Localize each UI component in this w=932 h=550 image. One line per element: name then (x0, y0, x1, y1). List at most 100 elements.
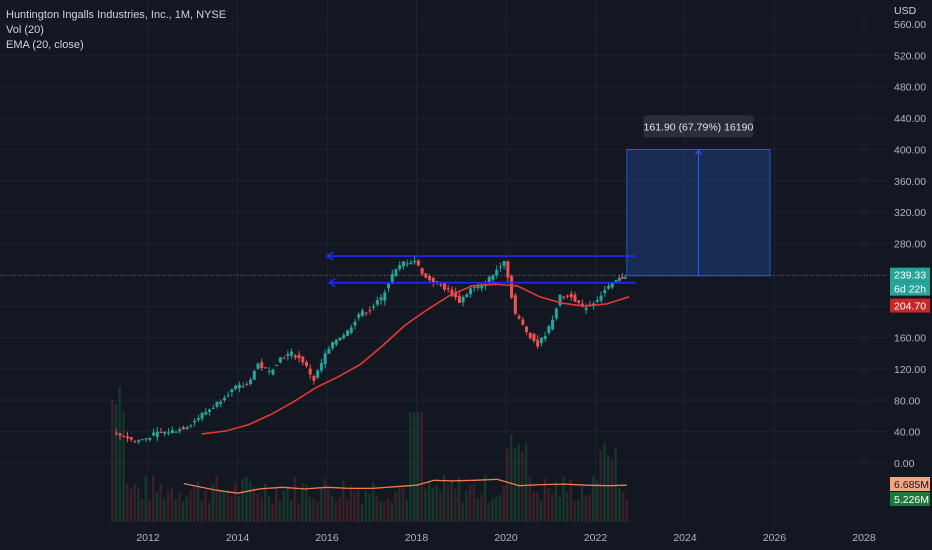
volume-bar (461, 502, 464, 522)
y-tick-label: 0.00 (894, 458, 915, 470)
volume-bar (577, 499, 580, 522)
candle-body (569, 293, 573, 298)
candle-body (208, 409, 212, 412)
candle-body (170, 430, 174, 434)
candle-body (122, 436, 126, 438)
candle-body (211, 407, 215, 409)
volume-bar (543, 478, 546, 522)
volume-bar (211, 483, 215, 522)
candle-body (129, 437, 133, 440)
volume-bar (487, 502, 491, 522)
vol-ma-label-bg (890, 477, 930, 491)
channel-arrow-lower (327, 278, 336, 288)
candle-body (140, 439, 144, 441)
volume-bar (353, 491, 356, 522)
candle-body (118, 433, 122, 436)
candle-body (513, 295, 517, 314)
candle-body (390, 274, 394, 284)
volume-bar (513, 448, 517, 522)
volume-bar (510, 434, 513, 522)
volume-bar (483, 475, 487, 522)
volume-bar (263, 483, 267, 522)
volume-bar (592, 476, 595, 522)
volume-bar (125, 484, 129, 522)
candle-body (461, 296, 465, 303)
y-tick-label: 520.00 (894, 50, 926, 62)
candle-body (178, 429, 182, 432)
candle-body (543, 335, 547, 339)
volume-bar (327, 489, 330, 522)
candle-body (275, 364, 279, 366)
candle-body (155, 431, 159, 438)
volume-bar (569, 479, 573, 522)
candle-body (506, 261, 510, 278)
candle-body (252, 370, 256, 380)
candle-body (167, 432, 171, 434)
volume-bar (342, 480, 345, 522)
volume-bar (465, 489, 468, 522)
indicator-volume[interactable]: Vol (20) (6, 24, 44, 36)
volume-bar (372, 482, 375, 522)
volume-bar (111, 399, 114, 522)
volume-bar (495, 497, 498, 522)
volume-bar (450, 481, 453, 522)
symbol-title[interactable]: Huntington Ingalls Industries, Inc., 1M,… (6, 9, 227, 21)
candle-body (263, 367, 267, 369)
current-price-label-bg (890, 267, 930, 282)
candle-body (114, 432, 118, 434)
volume-bar (219, 490, 222, 522)
volume-bar (334, 502, 338, 522)
y-tick-label: 280.00 (894, 239, 926, 251)
y-tick-label: 320.00 (894, 207, 926, 219)
candle-body (297, 354, 301, 359)
candle-body (405, 263, 409, 265)
volume-bar (174, 499, 177, 522)
candle-body (521, 319, 525, 325)
y-tick-label: 360.00 (894, 176, 926, 188)
candle-body (558, 294, 562, 306)
candle-body (517, 316, 521, 319)
candle-body (234, 385, 238, 389)
volume-ma-line (183, 478, 627, 494)
volume-bar (446, 484, 450, 522)
candle-body (446, 288, 450, 290)
channel-arrow-upper (325, 251, 334, 261)
candle-body (368, 310, 372, 312)
volume-bar (144, 475, 147, 522)
volume-bar (196, 481, 200, 522)
candle-body (562, 296, 566, 298)
volume-bar (357, 489, 360, 522)
candle-body (346, 330, 350, 336)
volume-bar (554, 482, 558, 522)
candle-body (334, 339, 338, 345)
volume-bar (558, 497, 561, 522)
volume-bar (319, 487, 323, 522)
volume-bar (207, 502, 211, 522)
y-tick-label: 160.00 (894, 333, 926, 345)
volume-bar (331, 495, 334, 522)
candle-body (327, 348, 331, 354)
candle-body (495, 269, 499, 276)
candle-body (222, 397, 226, 401)
ema-price-label-bg (890, 298, 930, 313)
volume-bar (442, 474, 446, 522)
candle-body (502, 260, 506, 266)
candle-body (476, 285, 480, 288)
candle-body (360, 310, 364, 316)
indicator-ema[interactable]: EMA (20, close) (6, 39, 84, 51)
volume-bar (413, 412, 416, 522)
volume-bar (476, 497, 479, 522)
candle-body (465, 294, 469, 298)
volume-bar (181, 501, 185, 522)
candle-body (480, 284, 484, 289)
volume-bar (148, 500, 151, 522)
current-price-label: 239.33 (894, 270, 926, 282)
candle-body (185, 427, 189, 430)
candle-body (409, 262, 413, 265)
volume-bar (215, 475, 218, 522)
x-tick-label: 2018 (405, 532, 429, 544)
candle-body (584, 307, 588, 310)
x-tick-label: 2020 (494, 532, 518, 544)
